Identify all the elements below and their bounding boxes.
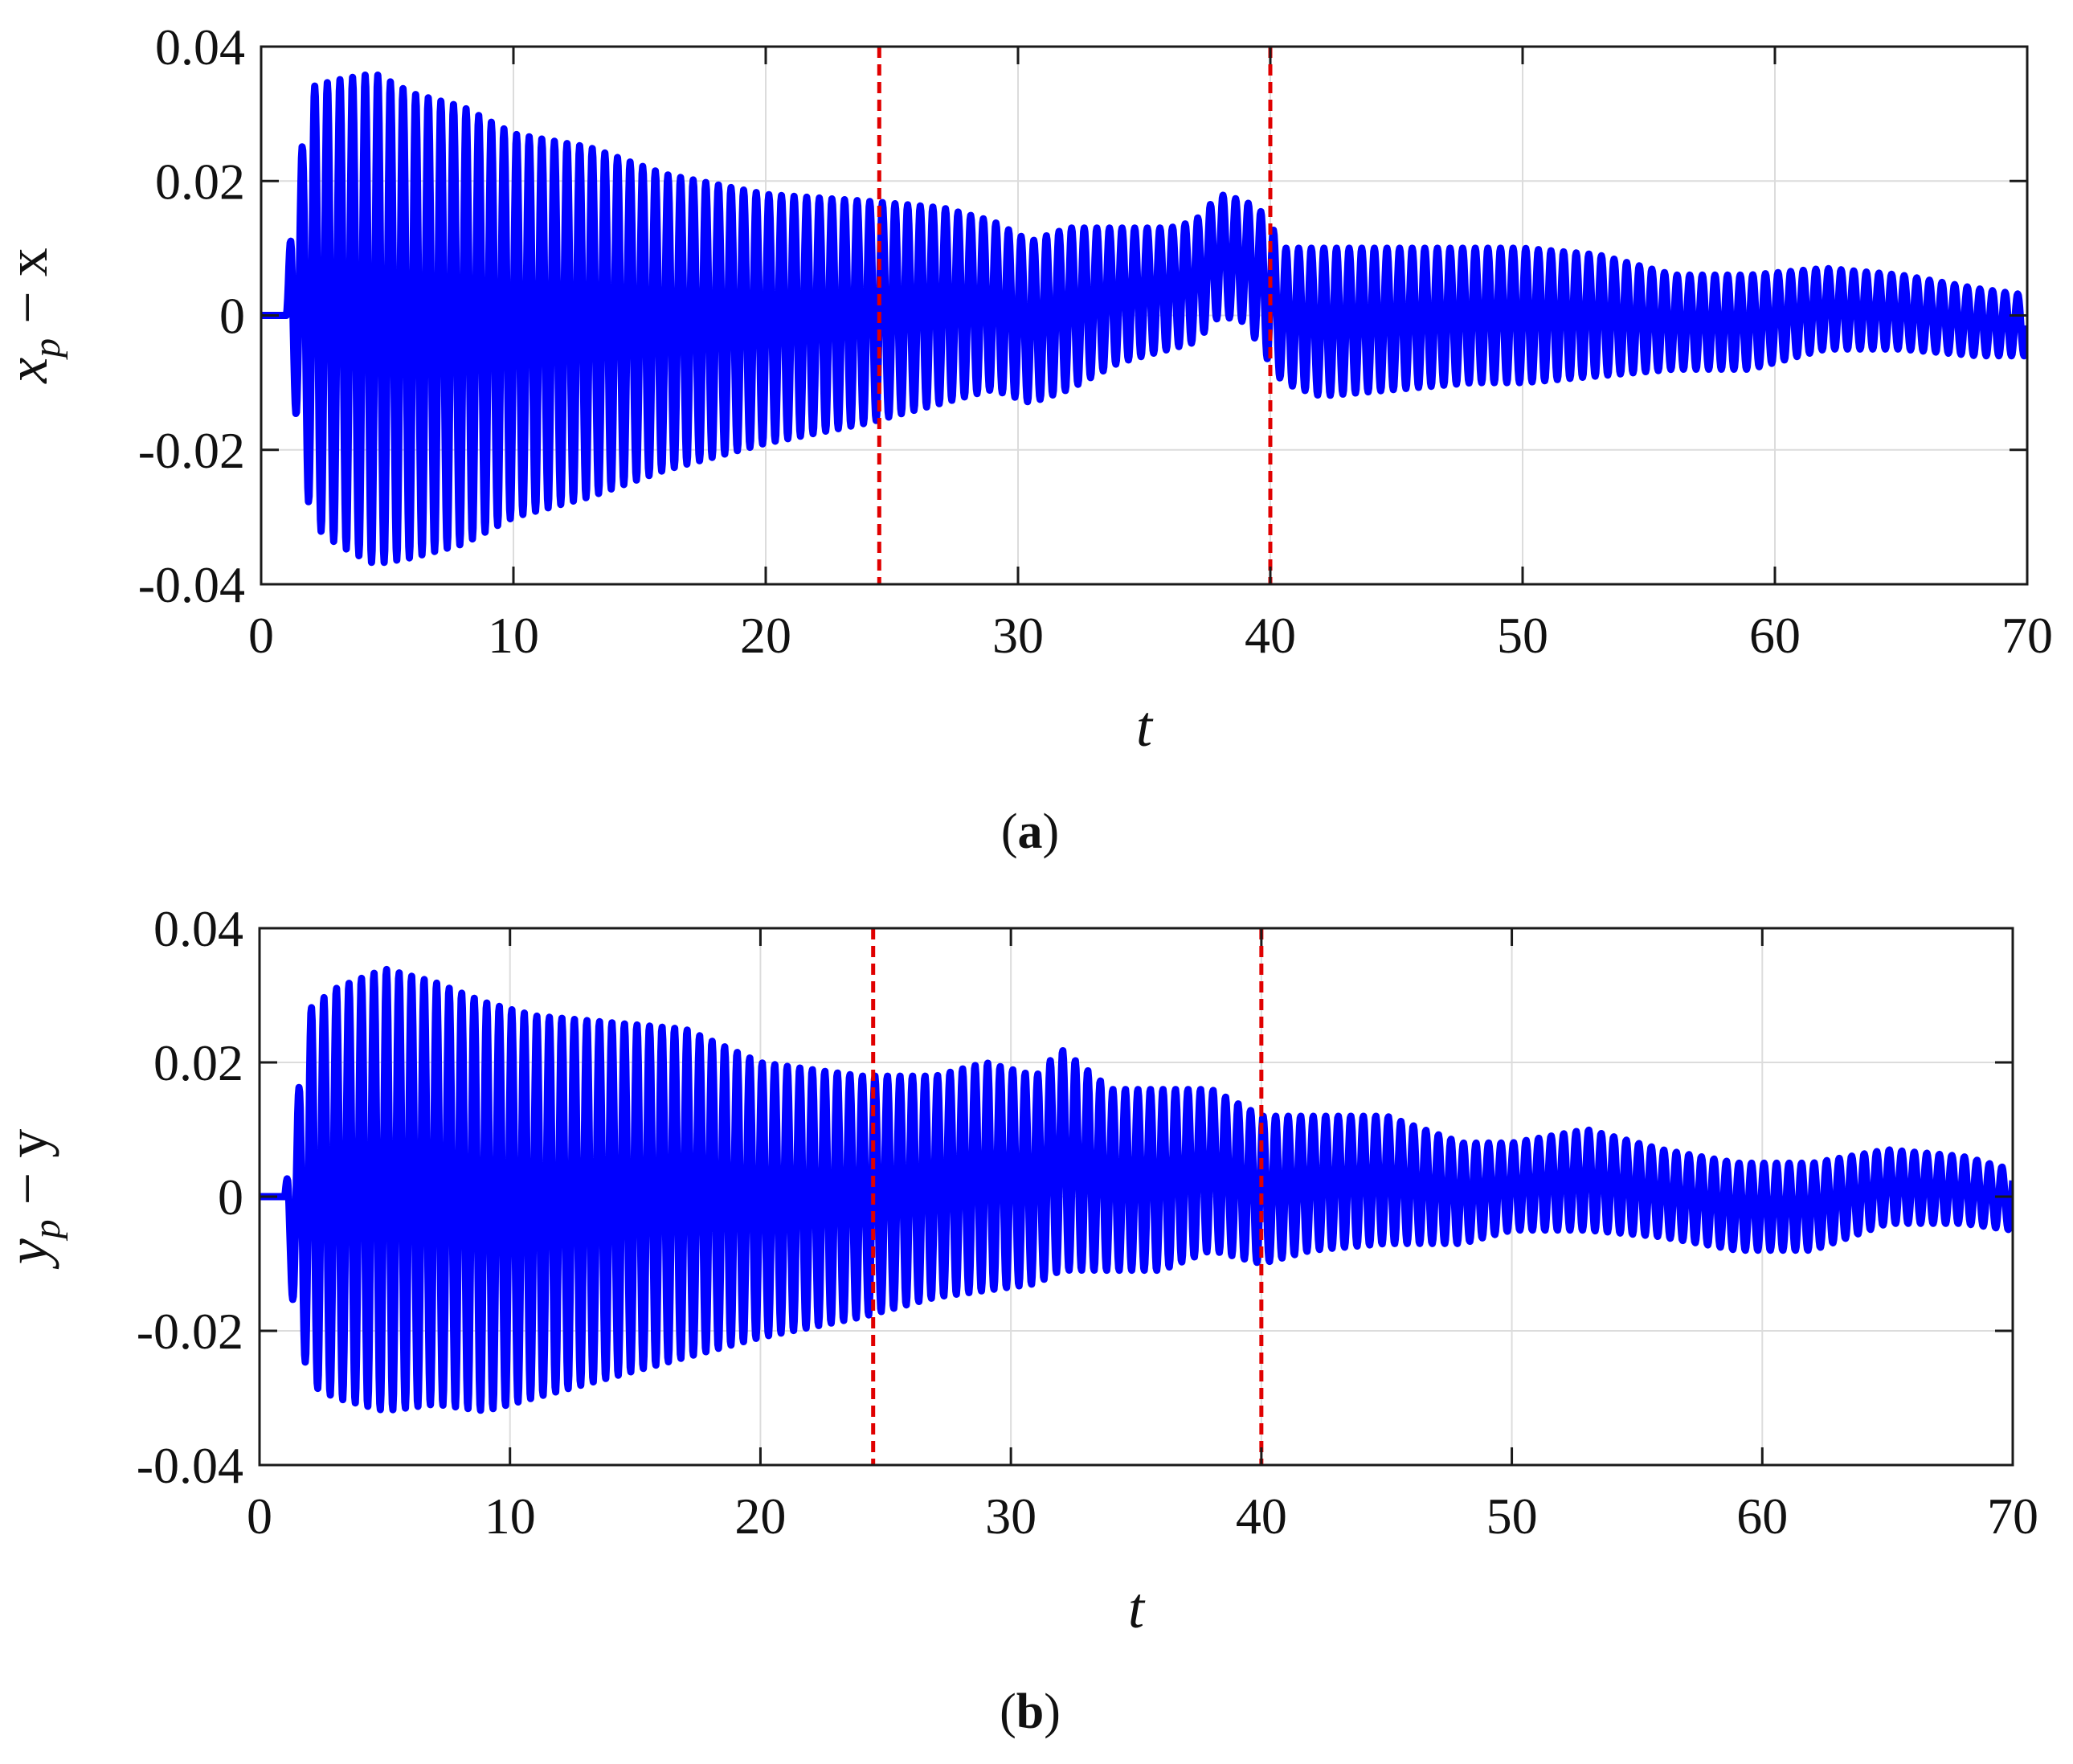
y-label-subscript: p bbox=[26, 338, 68, 360]
y-tick-label: -0.02 bbox=[137, 1303, 243, 1360]
y-tick-label: -0.04 bbox=[137, 1437, 243, 1494]
chart-panel-b: -0.04 -0.02 0 0.02 0.04 0 10 20 30 40 50 60 70 t yp… bbox=[0, 900, 2038, 1640]
y-tick-label: 0 bbox=[219, 288, 245, 345]
y-tick-label: 0.02 bbox=[153, 1034, 243, 1091]
y-label-rest: − y bbox=[0, 1129, 59, 1220]
vertical-markers bbox=[877, 47, 1273, 584]
panel-caption-a: (a) bbox=[1000, 804, 1060, 859]
x-tick-label: 20 bbox=[734, 1488, 786, 1545]
x-tick-label: 60 bbox=[1736, 1488, 1788, 1545]
x-tick-label: 40 bbox=[1236, 1488, 1287, 1545]
x-tick-label: 30 bbox=[985, 1488, 1036, 1545]
x-tick-label: 40 bbox=[1245, 607, 1296, 664]
y-tick-label: 0 bbox=[218, 1168, 243, 1226]
x-tick-labels: 0 10 20 30 40 50 60 70 bbox=[248, 607, 2053, 664]
vertical-markers bbox=[871, 928, 1264, 1465]
x-tick-label: 70 bbox=[1987, 1488, 2038, 1545]
series-line bbox=[260, 965, 2013, 1414]
x-axis-label: t bbox=[1136, 694, 1154, 759]
x-tick-label: 0 bbox=[248, 607, 274, 664]
x-tick-label: 0 bbox=[247, 1488, 272, 1545]
series-xp-minus-x bbox=[261, 72, 2027, 567]
chart-panel-a: -0.04 -0.02 0 0.02 0.04 0 10 20 30 40 50 60 70 t xp… bbox=[0, 18, 2053, 759]
y-label-base: y bbox=[0, 1238, 59, 1270]
y-label-base: x bbox=[0, 358, 59, 384]
tick-marks bbox=[260, 45, 2029, 586]
y-axis-label: yp − y bbox=[0, 1129, 68, 1271]
y-label-rest: − x bbox=[0, 248, 59, 338]
x-axis-label: t bbox=[1128, 1576, 1146, 1640]
series-yp-minus-y bbox=[260, 965, 2013, 1414]
x-tick-label: 10 bbox=[485, 1488, 536, 1545]
panel-caption-b: (b) bbox=[1000, 1684, 1061, 1739]
tick-marks bbox=[258, 927, 2014, 1467]
y-tick-label: 0.04 bbox=[155, 18, 245, 76]
y-tick-label: 0.02 bbox=[155, 153, 245, 210]
series-line bbox=[261, 72, 2027, 567]
x-tick-label: 50 bbox=[1486, 1488, 1538, 1545]
x-tick-label: 70 bbox=[2001, 607, 2053, 664]
y-tick-labels: -0.04 -0.02 0 0.02 0.04 bbox=[138, 18, 245, 613]
panel-caption-letter: a bbox=[1017, 804, 1043, 859]
x-tick-label: 50 bbox=[1497, 607, 1548, 664]
y-tick-labels: -0.04 -0.02 0 0.02 0.04 bbox=[137, 900, 243, 1494]
panel-caption-letter: b bbox=[1016, 1684, 1045, 1739]
x-tick-label: 10 bbox=[488, 607, 539, 664]
y-tick-label: 0.04 bbox=[153, 900, 243, 957]
x-tick-label: 60 bbox=[1749, 607, 1801, 664]
y-tick-label: -0.02 bbox=[138, 422, 245, 479]
y-tick-label: -0.04 bbox=[138, 556, 245, 613]
x-tick-label: 20 bbox=[740, 607, 791, 664]
x-tick-labels: 0 10 20 30 40 50 60 70 bbox=[247, 1488, 2038, 1545]
y-label-subscript: p bbox=[26, 1219, 68, 1241]
x-tick-label: 30 bbox=[992, 607, 1044, 664]
y-axis-label: xp − x bbox=[0, 248, 68, 384]
